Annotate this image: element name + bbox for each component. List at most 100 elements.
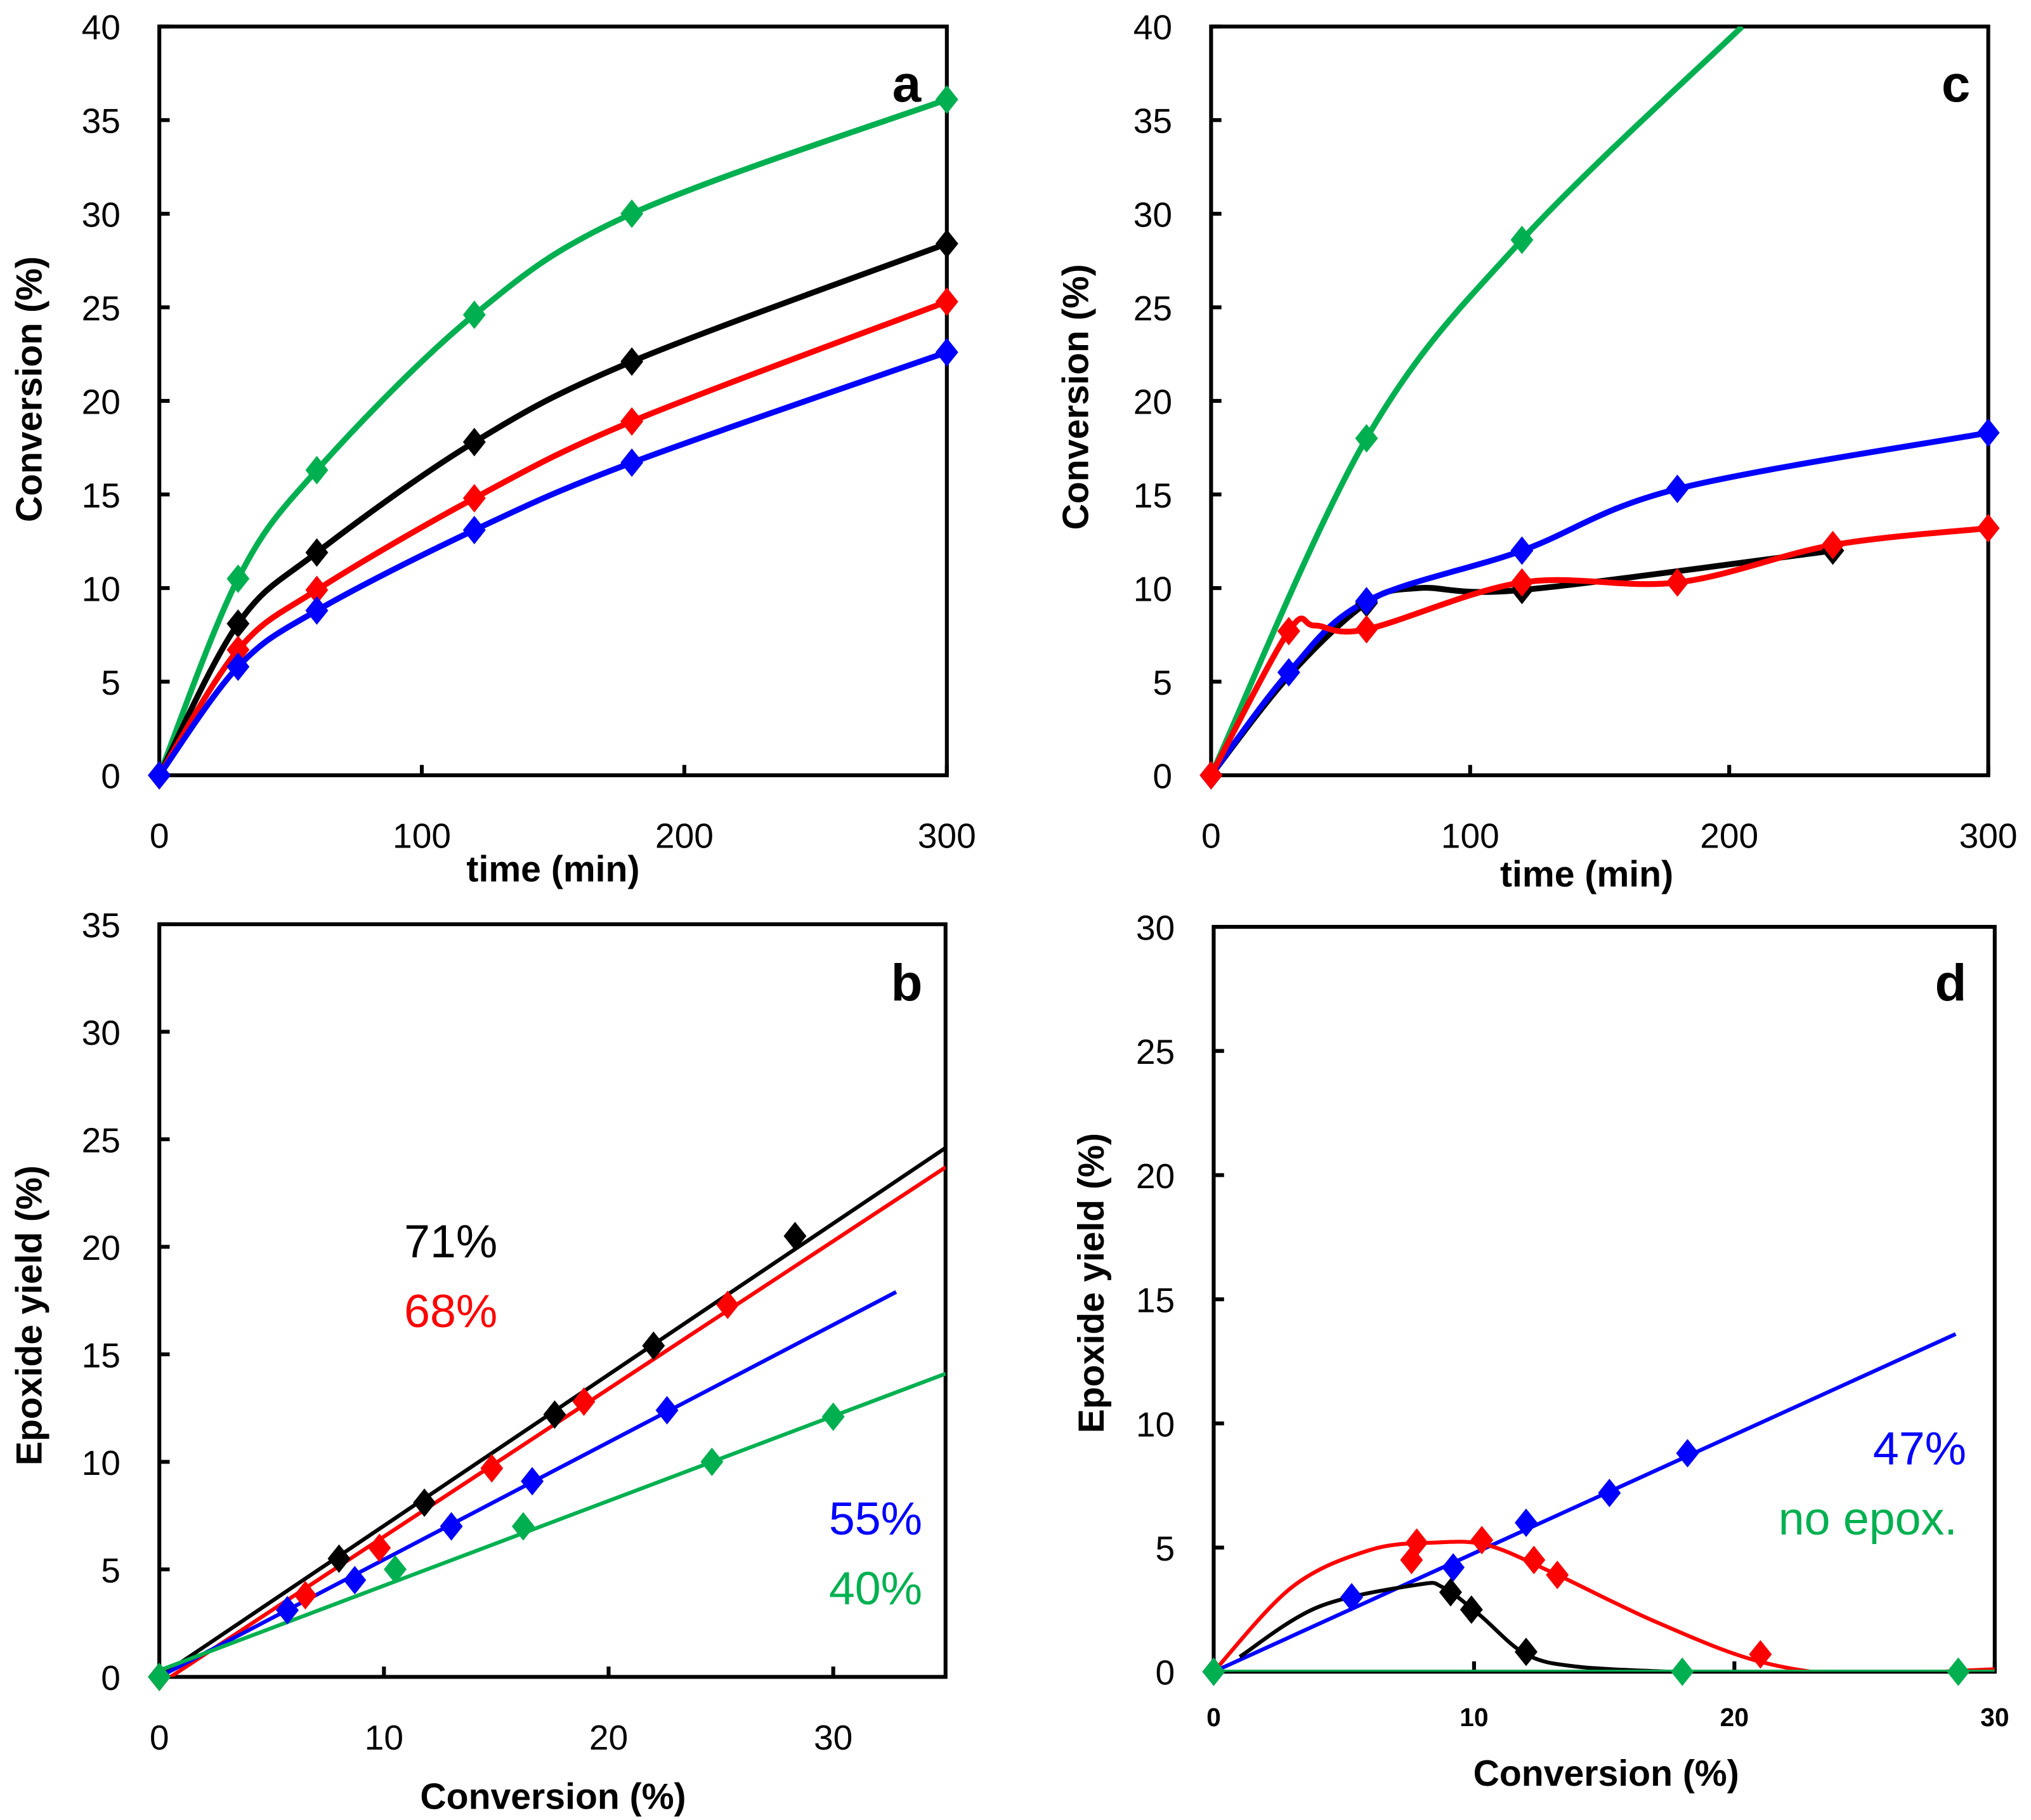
y-tick-label: 30 (82, 1013, 121, 1052)
data-point-green (1355, 424, 1378, 453)
y-tick-label: 20 (82, 382, 121, 421)
data-point-blue (440, 1512, 463, 1541)
data-point-green (620, 199, 644, 228)
y-tick-label: 0 (101, 1658, 121, 1698)
y-tick-label: 25 (1136, 1032, 1175, 1071)
data-point-blue (1277, 658, 1300, 687)
y-tick-label: 25 (1133, 289, 1172, 328)
data-point-red (1666, 568, 1689, 597)
series-line-black (159, 240, 947, 776)
series-line-green (1211, 26, 1744, 776)
data-point-black (1439, 1578, 1462, 1607)
y-tick-label: 0 (1156, 1653, 1175, 1692)
data-point-blue (462, 516, 486, 545)
series-line-blue (1211, 429, 1989, 776)
data-point-black (620, 347, 644, 376)
data-point-red (1976, 514, 2000, 543)
data-point-red (620, 407, 644, 436)
y-tick-label: 5 (101, 663, 121, 702)
y-tick-label: 20 (1133, 382, 1172, 421)
data-point-green (462, 300, 486, 329)
data-point-green (1510, 225, 1534, 254)
data-point-red (572, 1387, 596, 1416)
series-line-blue (1213, 1332, 1957, 1672)
x-tick-label: 30 (1980, 1703, 2009, 1732)
y-tick-label: 20 (82, 1228, 121, 1267)
y-tick-label: 10 (82, 1443, 121, 1483)
plot-frame (1209, 24, 1990, 778)
selectivity-annotation: 47% (1873, 1422, 1966, 1475)
data-point-red (480, 1454, 504, 1483)
selectivity-annotation: 55% (829, 1492, 922, 1545)
y-tick-label: 30 (1133, 195, 1172, 234)
y-tick-label: 0 (1153, 757, 1172, 796)
selectivity-annotation: 40% (829, 1562, 922, 1614)
y-tick-label: 5 (1156, 1529, 1175, 1568)
y-tick-label: 40 (1133, 8, 1172, 47)
data-point-green (700, 1447, 724, 1476)
data-point-blue (1666, 475, 1689, 504)
x-tick-label: 300 (918, 816, 976, 855)
y-tick-label: 30 (82, 195, 121, 234)
selectivity-annotation: 68% (404, 1285, 497, 1337)
series-line-blue (159, 349, 947, 776)
data-point-green (1947, 1657, 1970, 1686)
data-point-black (305, 538, 329, 567)
data-point-blue (1676, 1439, 1699, 1468)
data-point-blue (655, 1396, 679, 1425)
plot-frame (1211, 924, 1997, 1674)
data-point-blue (343, 1566, 367, 1595)
data-point-red (1821, 530, 1845, 560)
y-tick-label: 25 (82, 289, 121, 328)
data-point-red (1522, 1545, 1546, 1574)
x-tick-label: 30 (814, 1718, 852, 1757)
y-axis-label: Conversion (%) (9, 256, 49, 522)
data-point-green (1671, 1657, 1694, 1686)
data-point-red (1510, 568, 1534, 597)
series-lines (159, 96, 947, 776)
data-point-green (305, 455, 329, 485)
y-tick-label: 15 (1133, 476, 1172, 515)
data-point-red (1470, 1526, 1494, 1555)
x-tick-label: 10 (1460, 1703, 1488, 1732)
data-point-black (413, 1488, 436, 1517)
panel-letter: d (1935, 954, 1966, 1012)
y-tick-label: 15 (82, 1335, 121, 1375)
data-point-blue (305, 596, 329, 625)
x-tick-label: 20 (1720, 1703, 1749, 1732)
data-point-black (226, 609, 250, 638)
data-point-red (1355, 615, 1378, 644)
x-axis-label: time (min) (466, 849, 639, 890)
y-tick-label: 35 (82, 905, 121, 945)
panel-letter: b (891, 954, 923, 1012)
data-point-blue (521, 1467, 544, 1496)
data-point-blue (1976, 418, 2000, 447)
panel-c: 0 5 10 15 20 25 30 35 40 0 100 200 300 time (min) Conv… (1055, 8, 2017, 895)
data-point-blue (276, 1595, 299, 1625)
plot-frame (157, 922, 948, 1679)
data-point-black (543, 1400, 566, 1429)
y-tick-label: 15 (82, 476, 121, 515)
x-axis-label: time (min) (1500, 854, 1673, 895)
y-tick-label: 5 (1153, 663, 1172, 702)
data-point-blue (935, 337, 958, 367)
panel-letter: a (892, 55, 922, 113)
data-point-red (226, 635, 250, 664)
x-tick-label: 200 (655, 816, 714, 855)
panel-a: 0 5 10 15 20 25 30 35 40 0 100 200 300 time (min) Conv… (9, 8, 976, 889)
y-axis-label: Epoxide yield (%) (1071, 1133, 1112, 1433)
selectivity-annotation: 71% (404, 1215, 497, 1267)
y-tick-label: 10 (1136, 1404, 1175, 1444)
data-point-blue (226, 652, 250, 681)
x-tick-label: 20 (589, 1718, 628, 1757)
data-point-blue (1340, 1583, 1363, 1612)
y-tick-label: 20 (1136, 1156, 1175, 1196)
selectivity-annotation: no epox. (1779, 1492, 1957, 1545)
y-tick-label: 0 (101, 757, 121, 796)
x-axis-label: Conversion (%) (1473, 1753, 1739, 1794)
data-point-blue (1510, 536, 1534, 565)
panel-b: 0 5 10 15 20 25 30 35 0 10 20 30 Conversion (%) Epoxi… (9, 905, 948, 1817)
panel-letter: c (1942, 55, 1970, 113)
y-tick-label: 15 (1136, 1281, 1175, 1320)
data-point-blue (620, 448, 644, 477)
